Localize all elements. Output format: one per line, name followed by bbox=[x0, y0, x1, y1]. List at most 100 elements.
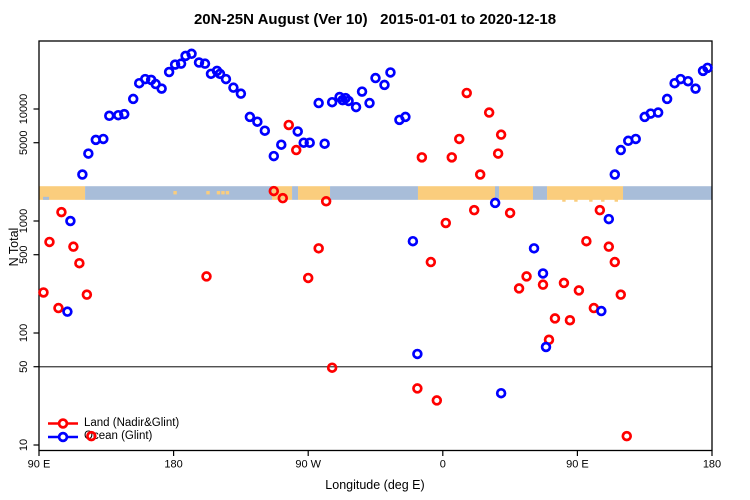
land-point bbox=[290, 144, 302, 156]
land-point bbox=[549, 313, 561, 324]
map-band-ocean-segment bbox=[85, 186, 273, 200]
land-point bbox=[504, 207, 516, 219]
land-point bbox=[74, 257, 85, 269]
ocean-point bbox=[139, 73, 151, 85]
map-band-island-speck bbox=[225, 191, 230, 195]
x-tick-label: 0 bbox=[440, 459, 446, 471]
y-tick-label: 500 bbox=[18, 246, 30, 264]
ocean-point bbox=[603, 213, 615, 225]
ocean-point bbox=[400, 111, 411, 123]
land-point bbox=[483, 107, 495, 118]
map-band-land-segment bbox=[39, 186, 86, 200]
ocean-point bbox=[113, 109, 124, 121]
land-point bbox=[201, 271, 212, 282]
map-band-island-speck bbox=[216, 191, 221, 195]
y-tick-label: 100 bbox=[18, 324, 30, 342]
y-tick-label: 1000 bbox=[18, 209, 30, 233]
land-point bbox=[44, 236, 55, 248]
land-point bbox=[53, 302, 64, 314]
land-point bbox=[268, 185, 280, 197]
chart-title: 20N-25N August (Ver 10) 2015-01-01 to 20… bbox=[193, 11, 557, 28]
ocean-point bbox=[364, 97, 375, 109]
ocean-point bbox=[652, 107, 664, 118]
map-band-ocean-segment bbox=[494, 186, 500, 200]
map-band-coastal-speck bbox=[601, 198, 605, 202]
land-point bbox=[416, 152, 428, 163]
ocean-point bbox=[412, 348, 423, 360]
land-point bbox=[431, 395, 443, 406]
ocean-point bbox=[615, 144, 627, 156]
ocean-point bbox=[356, 86, 368, 97]
ocean-point bbox=[199, 58, 211, 69]
ocean-point bbox=[702, 62, 713, 74]
ocean-point bbox=[276, 139, 287, 150]
legend-marker-land bbox=[57, 418, 69, 429]
ocean-point bbox=[379, 79, 390, 91]
map-band-island-speck bbox=[206, 191, 210, 195]
map-band-island-speck bbox=[173, 191, 177, 195]
ocean-point bbox=[169, 59, 181, 70]
map-band-land-segment bbox=[417, 186, 495, 200]
land-point bbox=[564, 314, 576, 326]
land-point bbox=[495, 129, 507, 140]
land-point bbox=[521, 271, 532, 282]
ocean-point bbox=[186, 48, 197, 60]
ocean-point bbox=[156, 83, 167, 94]
ocean-point bbox=[350, 101, 362, 113]
land-point bbox=[474, 169, 486, 180]
map-band-ocean-speck bbox=[43, 196, 47, 200]
land-point bbox=[537, 279, 549, 290]
land-point bbox=[446, 152, 458, 163]
ocean-point bbox=[252, 116, 263, 127]
x-tick-label: 90 W bbox=[295, 459, 321, 471]
ocean-point bbox=[62, 306, 73, 317]
map-band-land-segment bbox=[499, 186, 533, 200]
land-point bbox=[581, 235, 592, 247]
ocean-point bbox=[228, 82, 239, 93]
map-band-coastal-speck bbox=[562, 198, 566, 202]
ocean-point bbox=[313, 97, 324, 109]
map-band-ocean-segment bbox=[532, 186, 548, 200]
land-point bbox=[68, 241, 79, 252]
ocean-point bbox=[65, 215, 76, 227]
ocean-point bbox=[83, 148, 94, 159]
land-point bbox=[86, 430, 97, 442]
land-point bbox=[320, 196, 332, 207]
land-point bbox=[621, 430, 633, 442]
land-point bbox=[558, 277, 570, 289]
map-band-island-speck bbox=[221, 191, 225, 195]
ocean-point bbox=[193, 57, 205, 68]
ocean-point bbox=[630, 133, 641, 145]
ocean-point bbox=[385, 67, 396, 78]
land-point bbox=[609, 256, 621, 268]
x-tick-label: 90 E bbox=[28, 459, 51, 471]
map-band-ocean-segment bbox=[623, 186, 712, 200]
land-point bbox=[454, 133, 465, 145]
ocean-point bbox=[537, 268, 549, 279]
map-band-ocean-segment bbox=[292, 186, 299, 200]
land-point bbox=[56, 206, 67, 218]
land-point bbox=[513, 283, 525, 294]
ocean-point bbox=[682, 75, 694, 87]
ocean-point bbox=[163, 66, 175, 78]
y-tick-label: 50 bbox=[18, 361, 30, 373]
land-point bbox=[440, 217, 452, 229]
x-tick-label: 180 bbox=[703, 459, 721, 471]
ocean-point bbox=[407, 235, 419, 247]
plot-border bbox=[38, 40, 713, 452]
ocean-point bbox=[220, 73, 232, 85]
legend-label-land: Land (Nadir&Glint) bbox=[84, 417, 180, 429]
ocean-point bbox=[495, 387, 507, 399]
ocean-point bbox=[304, 137, 315, 148]
ocean-point bbox=[540, 341, 552, 353]
map-band-coastal-speck bbox=[574, 198, 578, 202]
map-band-land-segment bbox=[298, 186, 331, 200]
land-point bbox=[573, 285, 585, 296]
ocean-point bbox=[118, 108, 130, 120]
x-axis-title: Longitude (deg E) bbox=[325, 478, 425, 492]
ocean-point bbox=[661, 93, 673, 105]
map-band-ocean-segment bbox=[330, 186, 418, 200]
ocean-point bbox=[104, 110, 115, 122]
land-point bbox=[302, 272, 314, 284]
